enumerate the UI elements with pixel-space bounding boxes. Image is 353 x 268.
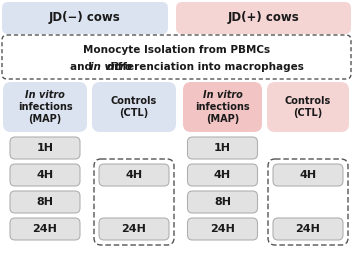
Text: 8H: 8H [214, 197, 231, 207]
FancyBboxPatch shape [99, 164, 169, 186]
FancyBboxPatch shape [2, 35, 351, 79]
FancyBboxPatch shape [176, 2, 351, 34]
Text: 4H: 4H [299, 170, 317, 180]
FancyBboxPatch shape [10, 218, 80, 240]
FancyBboxPatch shape [187, 164, 257, 186]
FancyBboxPatch shape [267, 82, 349, 132]
FancyBboxPatch shape [10, 137, 80, 159]
Text: 24H: 24H [295, 224, 321, 234]
Text: infections: infections [18, 102, 72, 112]
Text: in vitro: in vitro [90, 62, 132, 72]
FancyBboxPatch shape [2, 2, 168, 34]
Text: 24H: 24H [32, 224, 58, 234]
FancyBboxPatch shape [10, 164, 80, 186]
FancyBboxPatch shape [273, 164, 343, 186]
Text: Controls: Controls [111, 96, 157, 106]
Text: 1H: 1H [214, 143, 231, 153]
Text: 4H: 4H [36, 170, 54, 180]
FancyBboxPatch shape [99, 218, 169, 240]
Text: JD(+) cows: JD(+) cows [228, 12, 299, 24]
Text: 24H: 24H [210, 224, 235, 234]
FancyBboxPatch shape [94, 159, 174, 245]
Text: 8H: 8H [36, 197, 54, 207]
Text: JD(−) cows: JD(−) cows [49, 12, 121, 24]
Text: 4H: 4H [214, 170, 231, 180]
Text: (MAP): (MAP) [206, 114, 239, 124]
Text: and: and [70, 62, 96, 72]
Text: differenciation into macrophages: differenciation into macrophages [103, 62, 304, 72]
FancyBboxPatch shape [268, 159, 348, 245]
Text: Monocyte Isolation from PBMCs: Monocyte Isolation from PBMCs [83, 44, 270, 54]
Text: (CTL): (CTL) [119, 108, 149, 118]
FancyBboxPatch shape [187, 191, 257, 213]
FancyBboxPatch shape [187, 218, 257, 240]
Text: 1H: 1H [36, 143, 54, 153]
Text: (MAP): (MAP) [28, 114, 62, 124]
FancyBboxPatch shape [92, 82, 176, 132]
FancyBboxPatch shape [10, 191, 80, 213]
FancyBboxPatch shape [183, 82, 262, 132]
Text: Controls: Controls [285, 96, 331, 106]
Text: In vitro: In vitro [203, 90, 243, 100]
Text: 4H: 4H [125, 170, 143, 180]
FancyBboxPatch shape [3, 82, 87, 132]
Text: (CTL): (CTL) [293, 108, 323, 118]
FancyBboxPatch shape [273, 218, 343, 240]
Text: In vitro: In vitro [25, 90, 65, 100]
Text: 24H: 24H [121, 224, 146, 234]
Text: infections: infections [195, 102, 250, 112]
FancyBboxPatch shape [187, 137, 257, 159]
